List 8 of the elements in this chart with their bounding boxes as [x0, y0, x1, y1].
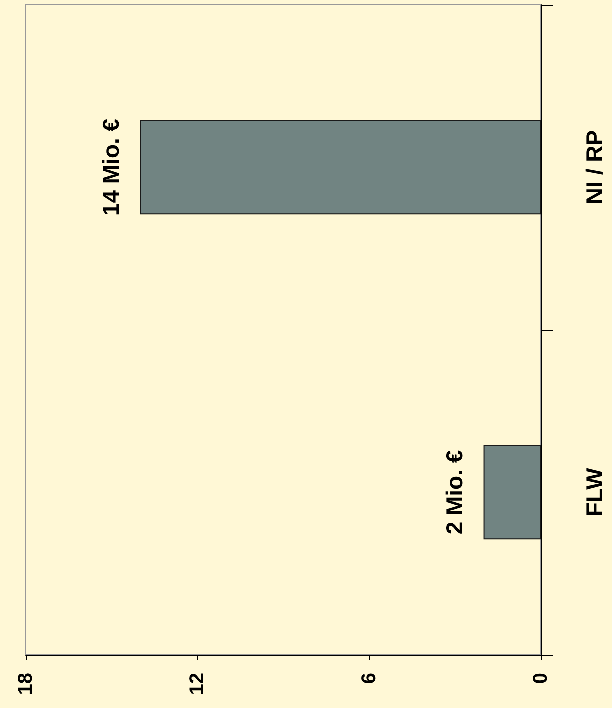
x-tick-label: 0	[530, 673, 552, 684]
x-tick-label: 12	[186, 673, 209, 696]
y-tick-label: FLW	[582, 468, 608, 517]
y-tick-label: NI / RP	[582, 130, 608, 205]
x-tick-label: 6	[358, 673, 380, 684]
data-label: 2 Mio. €	[441, 450, 468, 535]
x-tick-label: 18	[15, 673, 37, 696]
data-label: 14 Mio. €	[98, 118, 124, 216]
